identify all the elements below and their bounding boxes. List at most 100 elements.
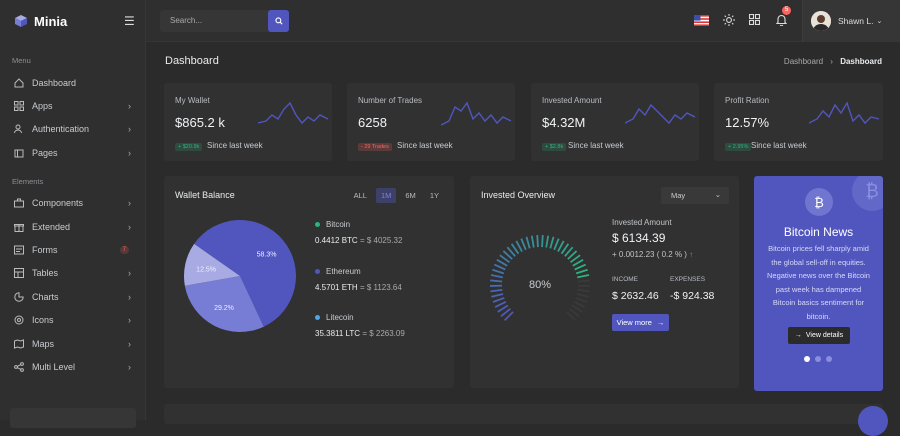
search-button[interactable] <box>268 10 289 32</box>
avatar <box>811 11 831 31</box>
sidebar-item-components[interactable]: Components› <box>0 192 145 215</box>
chevron-right-icon: › <box>128 268 131 278</box>
sidebar-item-forms[interactable]: Forms 7 <box>0 238 145 261</box>
logo-icon <box>14 14 28 28</box>
stat-label: Invested Amount <box>542 96 602 105</box>
sidebar-item-label: Multi Level <box>32 362 75 372</box>
forms-icon <box>14 245 24 255</box>
gauge-tick <box>573 260 583 266</box>
sidebar-item-icons[interactable]: Icons› <box>0 309 145 332</box>
gauge-tick <box>576 298 587 302</box>
income-label: INCOME <box>612 276 638 283</box>
invested-amount-value: $ 6134.39 <box>612 231 665 245</box>
stat-sparkline <box>258 101 332 129</box>
stat-value: $4.32M <box>542 115 585 130</box>
gauge-tick <box>558 241 564 252</box>
carousel-indicators <box>804 356 832 362</box>
sidebar-item-maps[interactable]: Maps› <box>0 332 145 355</box>
chevron-right-icon: › <box>128 148 131 158</box>
chevron-right-icon: › <box>128 315 131 325</box>
view-more-button[interactable]: View more → <box>612 314 669 331</box>
chevron-right-icon: › <box>830 57 833 66</box>
sidebar-item-charts[interactable]: Charts› <box>0 285 145 308</box>
gauge-tick <box>492 270 503 274</box>
month-select[interactable]: May ⌄ <box>661 187 729 204</box>
coin-usd: = $ 2263.09 <box>362 329 404 338</box>
stat-since-label: Since last week <box>751 141 807 150</box>
chevron-right-icon: › <box>128 222 131 232</box>
language-flag-icon[interactable] <box>694 15 709 26</box>
carousel-dot[interactable] <box>826 356 832 362</box>
gauge-tick <box>576 270 587 274</box>
cpu-icon <box>14 315 24 325</box>
users-icon <box>14 124 24 134</box>
gauge-tick <box>577 275 589 277</box>
sidebar-item-label: Tables <box>32 268 58 278</box>
sidebar-item-extended[interactable]: Extended› <box>0 215 145 238</box>
income-value: $ 2632.46 <box>612 290 659 302</box>
gauge-tick <box>494 265 505 270</box>
tab-6m[interactable]: 6M <box>400 188 420 203</box>
bell-icon[interactable] <box>776 14 787 26</box>
stat-sparkline <box>625 101 699 129</box>
breadcrumb-parent[interactable]: Dashboard <box>784 57 823 66</box>
search-icon <box>275 17 283 25</box>
bottom-card <box>164 404 883 424</box>
home-icon <box>14 78 24 88</box>
wallet-period-tabs: ALL 1M 6M 1Y <box>349 188 444 203</box>
sidebar-item-apps[interactable]: Apps › <box>0 94 145 117</box>
gauge-tick <box>550 237 553 249</box>
chevron-down-icon: ⌄ <box>715 190 721 199</box>
view-details-button[interactable]: → View details <box>788 327 850 344</box>
expenses-value: -$ 924.38 <box>670 290 714 302</box>
arrow-right-icon: → <box>657 318 665 327</box>
sidebar-item-label: Components <box>32 198 83 208</box>
wallet-card-title: Wallet Balance <box>175 190 235 200</box>
sidebar-item-label: Forms <box>32 245 58 255</box>
coin-name: Ethereum <box>326 267 361 276</box>
gauge-tick <box>521 239 525 250</box>
page-title: Dashboard <box>165 55 219 67</box>
user-menu[interactable]: Shawn L. ⌄ <box>802 0 900 42</box>
gauge-tick <box>537 235 538 247</box>
gauge-tick <box>574 302 585 307</box>
tab-1y[interactable]: 1Y <box>425 188 444 203</box>
tab-all[interactable]: ALL <box>349 188 372 203</box>
sidebar-item-authentication[interactable]: Authentication› <box>0 118 145 141</box>
gauge-tick <box>516 241 522 252</box>
sidebar-item-tables[interactable]: Tables › <box>0 262 145 285</box>
chevron-right-icon: › <box>128 292 131 302</box>
tab-1m[interactable]: 1M <box>376 188 396 203</box>
arrow-right-icon: → <box>795 332 802 339</box>
breadcrumb-current: Dashboard <box>840 57 882 66</box>
sidebar-item-pages[interactable]: Pages› <box>0 141 145 164</box>
carousel-dot[interactable] <box>804 356 810 362</box>
carousel-dot[interactable] <box>815 356 821 362</box>
sidebar-item-dashboard[interactable]: Dashboard <box>0 71 145 94</box>
sidebar-item-label: Apps <box>32 101 53 111</box>
settings-fab-button[interactable] <box>858 406 888 436</box>
svg-text:₿: ₿ <box>814 196 824 211</box>
gauge-tick <box>546 236 548 248</box>
sidebar-item-multi-level[interactable]: Multi Level › <box>0 355 145 378</box>
stat-value: 6258 <box>358 115 387 130</box>
apps-grid-icon[interactable] <box>749 14 760 25</box>
chevron-right-icon: › <box>128 362 131 372</box>
stat-sparkline <box>441 101 515 129</box>
theme-toggle-icon[interactable] <box>723 14 735 26</box>
menu-toggle-icon[interactable]: ☰ <box>124 14 135 28</box>
grid-icon <box>14 101 24 111</box>
sidebar-item-label: Authentication <box>32 124 89 134</box>
chevron-right-icon: › <box>128 101 131 111</box>
stat-label: Number of Trades <box>358 96 422 105</box>
invested-card-title: Invested Overview <box>481 190 555 200</box>
sidebar-badge: 7 <box>120 246 129 254</box>
month-select-value: May <box>671 191 685 200</box>
legend-dot <box>315 269 320 274</box>
gauge-tick <box>491 275 503 277</box>
